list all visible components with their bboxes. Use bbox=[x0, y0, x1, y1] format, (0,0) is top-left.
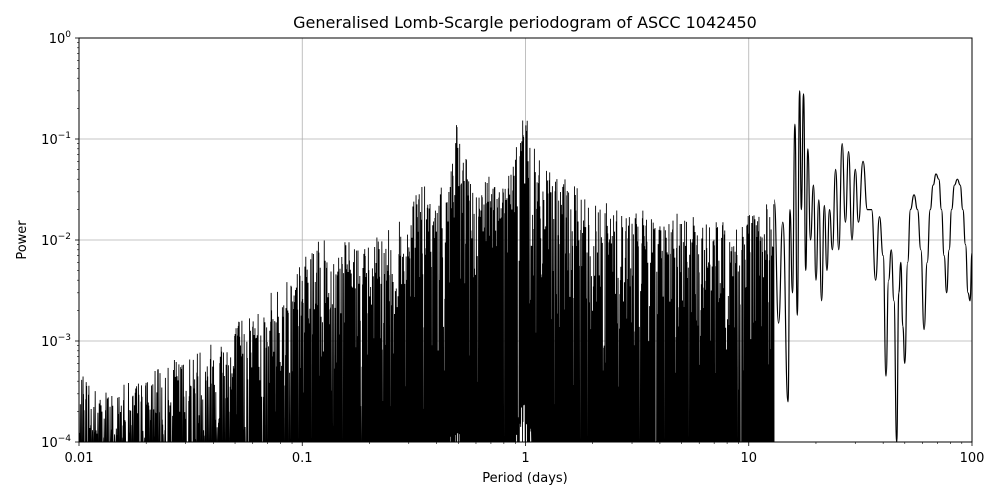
y-axis-label: Power bbox=[15, 220, 30, 260]
periodogram-noise-trace bbox=[79, 120, 775, 443]
x-tick-label: 1 bbox=[521, 451, 529, 466]
x-tick-labels: 0.01 0.1 1 10 100 bbox=[65, 451, 985, 466]
tick-marks bbox=[75, 37, 973, 446]
x-tick-label: 100 bbox=[960, 451, 985, 466]
periodogram-series-line bbox=[773, 90, 973, 443]
y-tick-label: 10−2 bbox=[41, 232, 71, 249]
chart-title: Generalised Lomb-Scargle periodogram of … bbox=[293, 13, 757, 32]
y-tick-label: 10−1 bbox=[41, 131, 71, 148]
x-tick-label: 0.1 bbox=[292, 451, 313, 466]
plot-data bbox=[79, 90, 973, 443]
x-tick-label: 0.01 bbox=[65, 451, 94, 466]
y-tick-labels: 10−4 10−3 10−2 10−1 100 bbox=[41, 30, 71, 451]
y-tick-label: 10−3 bbox=[41, 333, 71, 350]
x-tick-label: 10 bbox=[740, 451, 757, 466]
x-axis-label: Period (days) bbox=[482, 471, 568, 486]
y-tick-label: 10−4 bbox=[41, 434, 71, 451]
y-tick-label: 100 bbox=[49, 30, 72, 47]
